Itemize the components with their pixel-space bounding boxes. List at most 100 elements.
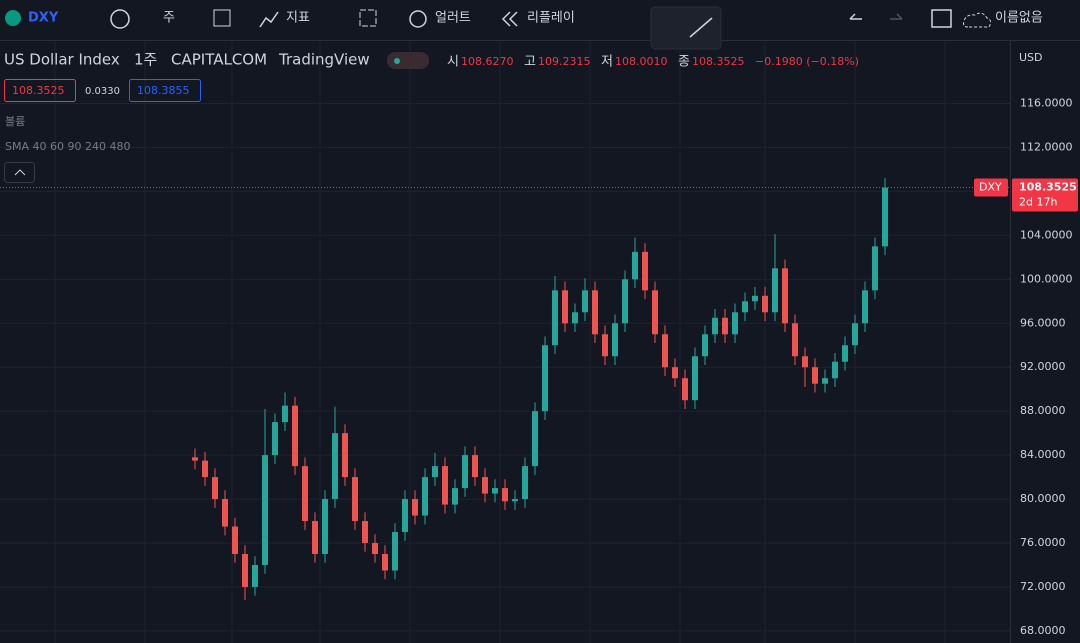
candle-body [622, 279, 628, 324]
candle-body [462, 455, 468, 489]
legend-o-label: 시 [447, 55, 459, 70]
candle-body [232, 526, 238, 555]
candle-body [392, 532, 398, 571]
status-badge[interactable] [387, 52, 429, 69]
bid-box[interactable] [4, 79, 76, 102]
countdown: 2d 17h [1019, 196, 1057, 209]
candle-body [812, 367, 818, 384]
add-icon[interactable] [110, 9, 130, 29]
candle-body [482, 477, 488, 494]
candle-body [832, 361, 838, 379]
candle-body [862, 290, 868, 324]
candle-body [712, 317, 718, 335]
candle-body [212, 477, 218, 500]
y-tick-label: 100.0000 [1020, 272, 1073, 285]
candle-body [882, 187, 888, 247]
plot [0, 177, 1010, 601]
candle-body [302, 466, 308, 522]
replay[interactable]: 리플레이 [527, 11, 575, 26]
interval[interactable]: 주 [163, 11, 175, 26]
cloud-icon[interactable] [963, 12, 992, 28]
candle-body [422, 477, 428, 516]
indicators[interactable]: 지표 [286, 11, 310, 26]
replay-icon[interactable] [501, 11, 518, 27]
undo-icon[interactable] [849, 13, 862, 20]
candle-body [442, 466, 448, 505]
candle-body [262, 455, 268, 565]
y-tick-label: 104.0000 [1020, 228, 1073, 241]
redo-icon[interactable] [890, 13, 903, 20]
brush-icon[interactable] [689, 17, 713, 38]
legend-l: 108.0010 [615, 55, 668, 68]
fullscreen-icon[interactable] [931, 9, 952, 28]
candle-body [632, 251, 638, 280]
candle-body [292, 405, 298, 467]
ask-box[interactable] [129, 79, 201, 102]
collapse-button[interactable] [4, 162, 35, 183]
candle-body [662, 334, 668, 368]
legend-o: 108.6270 [461, 55, 514, 68]
candle-body [352, 477, 358, 522]
y-tick-label: 88.0000 [1020, 404, 1066, 417]
candle-body [602, 334, 608, 357]
chart-type-icon[interactable] [213, 9, 231, 27]
candle-body [512, 499, 518, 502]
candle-body [782, 268, 788, 324]
candle-body [682, 378, 688, 401]
candle-body [362, 521, 368, 544]
candle-body [822, 378, 828, 384]
symbol-icon[interactable] [5, 10, 21, 26]
candle-body [252, 564, 258, 587]
candle-body [472, 455, 478, 478]
drawing-toolbar [650, 6, 722, 50]
layout-name[interactable]: 이름없음 [995, 11, 1043, 26]
bid[interactable]: 108.3525 [12, 84, 65, 97]
legend-h: 109.2315 [538, 55, 591, 68]
candle-body [342, 433, 348, 478]
candle-body [732, 312, 738, 335]
candle-body [192, 457, 198, 461]
currency[interactable]: USD [1019, 51, 1043, 64]
candle-body [522, 466, 528, 500]
candle-body [792, 323, 798, 357]
symbol[interactable]: DXY [28, 11, 59, 26]
collapse-icon[interactable] [14, 169, 26, 176]
templates-icon[interactable] [359, 9, 377, 27]
symbol-tag [974, 178, 1008, 197]
legend-change: −0.1980 (−0.18%) [755, 55, 859, 68]
candle-body [322, 499, 328, 555]
legend-name: US Dollar Index [4, 51, 120, 69]
candle-body [202, 460, 208, 478]
candle-body [842, 345, 848, 362]
y-tick-label: 72.0000 [1020, 580, 1066, 593]
toolbar [0, 0, 1080, 40]
candle-body [282, 405, 288, 423]
candle-body [802, 356, 808, 368]
legend-source: CAPITALCOM [171, 51, 267, 69]
ask[interactable]: 108.3855 [137, 84, 190, 97]
legend-platform: TradingView [278, 51, 370, 69]
candle-body [532, 411, 538, 467]
candle-body [722, 317, 728, 335]
price-tag [1012, 178, 1078, 212]
candle-body [642, 251, 648, 291]
volume-label: 볼륨 [5, 115, 25, 128]
candle-body [272, 422, 278, 456]
candle-body [592, 290, 598, 335]
indicator-icon[interactable] [259, 11, 279, 28]
candle-body [502, 488, 508, 502]
legend-c: 108.3525 [692, 55, 745, 68]
candle-body [582, 290, 588, 313]
candle-body [692, 356, 698, 401]
candle-body [552, 290, 558, 346]
y-axis: 68.0000 72.0000 76.0000 80.0000 84.0000 88.00… [974, 97, 1078, 637]
y-tick-label: 68.0000 [1020, 624, 1066, 637]
y-tick-label: 76.0000 [1020, 536, 1066, 549]
candle-body [382, 554, 388, 571]
candle-body [492, 488, 498, 494]
legend-l-label: 저 [601, 55, 613, 70]
candle-body [672, 367, 678, 379]
alert[interactable]: 얼러트 [435, 11, 471, 26]
alert-icon[interactable] [409, 10, 427, 28]
